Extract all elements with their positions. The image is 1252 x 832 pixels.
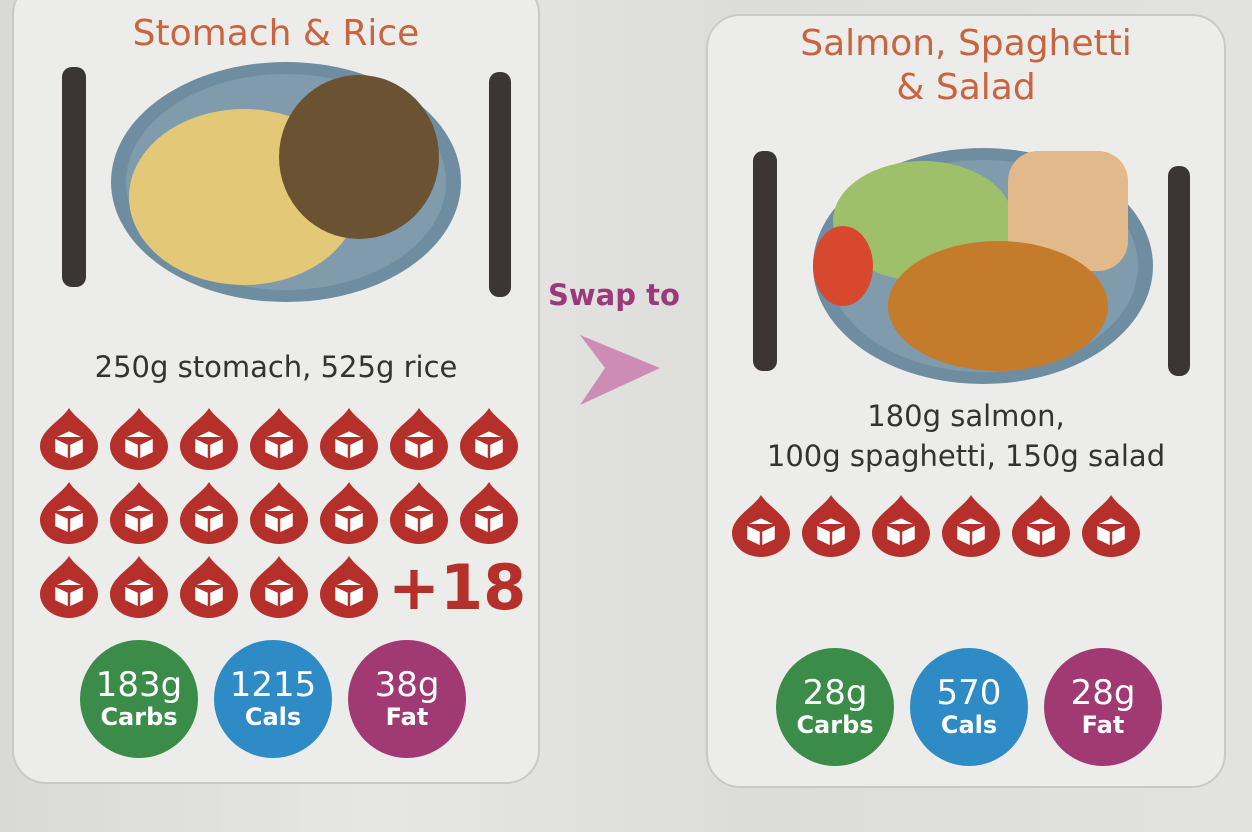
portion-line: 100g spaghetti, 150g salad [766, 439, 1166, 473]
sugar-icon [460, 482, 518, 544]
sugar-icons [726, 489, 1226, 563]
swap-label: Swap to [548, 278, 680, 312]
sugar-icon [110, 408, 168, 470]
sugar-icon [40, 408, 98, 470]
nutrient-amount: 570 [936, 673, 1002, 713]
sugar-icon [250, 408, 308, 470]
right-card: Salmon, Spaghetti & Salad 180g salmon, 100… [706, 14, 1226, 788]
title-line: Salmon, Spaghetti [800, 23, 1132, 64]
sugar-icon [320, 482, 378, 544]
title-line: & Salad [896, 67, 1036, 108]
nutrient-amount: 38g [374, 665, 440, 705]
sugar-icons: +18 [34, 402, 534, 624]
sugar-icon [40, 482, 98, 544]
nutrients: 183g Carbs 1215 Cals 38g Fat [80, 640, 466, 758]
nutrient-label: Cals [244, 703, 302, 731]
sugar-icon [732, 495, 790, 557]
nutrient-badge: 38g Fat [348, 640, 466, 758]
sugar-icon [320, 408, 378, 470]
nutrient-badge: 183g Carbs [80, 640, 198, 758]
sugar-icon [180, 482, 238, 544]
sugar-icon [390, 408, 448, 470]
sugar-icon [110, 482, 168, 544]
sugar-icon [1012, 495, 1070, 557]
card-title: Salmon, Spaghetti & Salad [708, 22, 1224, 110]
sugar-icon [1082, 495, 1140, 557]
nutrient-label: Cals [940, 711, 998, 739]
card-title: Stomach & Rice [132, 13, 420, 54]
extra-count: +18 [388, 550, 527, 624]
sugar-icon [180, 408, 238, 470]
sugar-icon [250, 556, 308, 618]
portion-line: 180g salmon, [867, 399, 1065, 433]
sugar-icon [460, 408, 518, 470]
nutrient-badge: 28g Carbs [776, 648, 894, 766]
nutrient-label: Fat [385, 703, 429, 731]
nutrient-badge: 570 Cals [910, 648, 1028, 766]
swap-arrow [580, 335, 660, 405]
nutrients: 28g Carbs 570 Cals 28g Fat [776, 648, 1162, 766]
sugar-icon [390, 482, 448, 544]
nutrient-amount: 183g [95, 665, 183, 705]
left-card: Stomach & Rice 250g stomach, 525g rice +… [12, 0, 540, 784]
sugar-icon [942, 495, 1000, 557]
nutrient-amount: 1215 [229, 665, 317, 705]
nutrient-badge: 28g Fat [1044, 648, 1162, 766]
nutrient-badge: 1215 Cals [214, 640, 332, 758]
meal-illustration [62, 62, 511, 302]
sugar-icon [110, 556, 168, 618]
nutrient-label: Carbs [796, 711, 874, 739]
nutrient-label: Fat [1081, 711, 1125, 739]
sugar-icon [180, 556, 238, 618]
sugar-icon [250, 482, 308, 544]
nutrient-amount: 28g [1070, 673, 1136, 713]
portion-text: 180g salmon, 100g spaghetti, 150g salad [708, 396, 1224, 476]
sugar-icon [872, 495, 930, 557]
nutrient-amount: 28g [802, 673, 868, 713]
nutrient-label: Carbs [100, 703, 178, 731]
portion-text: 250g stomach, 525g rice [94, 350, 458, 384]
sugar-icon [40, 556, 98, 618]
meal-illustration [753, 148, 1190, 384]
sugar-icon [802, 495, 860, 557]
sugar-icon [320, 556, 378, 618]
